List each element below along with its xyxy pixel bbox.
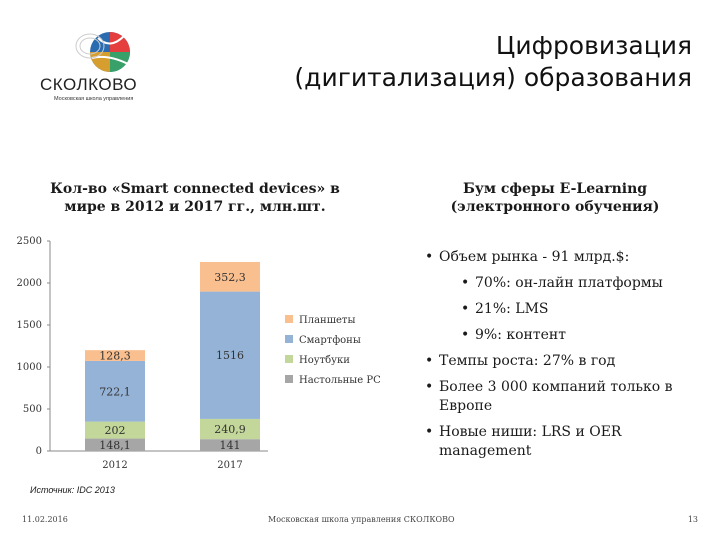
data-label: 141 [220,439,241,452]
bullet-new-niches: Новые ниши: LRS и OER management [425,423,705,461]
legend-label: Настольные PC [299,375,381,386]
legend-swatch [285,375,293,383]
y-tick-label: 2000 [17,278,42,289]
elearning-heading: Бум сферы E-Learning (электронного обуче… [410,180,700,216]
skolkovo-logo [75,32,130,72]
data-label: 722,1 [99,385,131,398]
y-tick-label: 500 [23,404,42,415]
bullet-lms: 21%: LMS [461,300,705,319]
source-note: Источник: IDC 2013 [30,485,115,495]
data-label: 128,3 [99,350,131,363]
data-label: 240,9 [214,423,246,436]
legend-label: Смартфоны [299,335,361,346]
logo-sphere-icon [75,32,130,72]
y-tick-label: 2500 [17,236,42,247]
bullet-online-platforms: 70%: он-лайн платформы [461,274,705,293]
y-tick-label: 0 [36,446,42,457]
bullet-growth-rate: Темпы роста: 27% в год [425,352,705,371]
data-label: 202 [105,424,126,437]
bullet-companies-europe: Более 3 000 компаний только в Европе [425,378,705,416]
y-tick-label: 1500 [17,320,42,331]
legend-swatch [285,355,293,363]
x-tick-label: 2012 [102,460,127,471]
bar-segment [85,360,145,422]
elearning-heading-line-1: Бум сферы E-Learning [462,181,648,197]
page-title: Цифровизация (дигитализация) образования [294,30,692,94]
bar-segment [200,439,260,451]
elearning-bullets: Объем рынка - 91 млрд.$: 70%: он-лайн пл… [425,248,705,468]
bullet-content: 9%: контент [461,326,705,345]
bar-segment [85,438,145,451]
chart-heading-line-2: мире в 2012 и 2017 гг., млн.шт. [64,199,326,215]
legend-label: Планшеты [299,315,355,326]
footer-page-number: 13 [687,515,698,524]
y-tick-label: 1000 [17,362,42,373]
bar-segment [200,418,260,440]
bar-segment [85,421,145,439]
logo-subtitle: Московская школа управления [54,96,134,102]
title-line-2: (дигитализация) образования [294,63,692,92]
logo-name: СКОЛКОВО [40,75,138,94]
bar-segment [85,350,145,361]
bullet-market-volume: Объем рынка - 91 млрд.$: [425,248,705,267]
data-label: 1516 [216,349,244,362]
data-label: 352,3 [214,271,246,284]
footer-date: 11.02.2016 [22,515,68,524]
bar-segment [200,261,260,292]
data-label: 148,1 [99,439,131,452]
stacked-bar-chart: 0 500 1000 1500 2000 2500 148,1 202 722,1 128,3 20… [17,236,382,471]
chart-heading-line-1: Кол-во «Smart connected devices» в [50,181,340,197]
legend-swatch [285,315,293,323]
bar-segment [200,291,260,419]
elearning-heading-line-2: (электронного обучения) [450,199,660,215]
legend-label: Ноутбуки [299,355,350,366]
footer-org: Московская школа управления СКОЛКОВО [268,515,455,524]
x-tick-label: 2017 [217,460,242,471]
title-line-1: Цифровизация [495,31,692,60]
legend-swatch [285,335,293,343]
chart-heading: Кол-во «Smart connected devices» в мире … [30,180,360,216]
